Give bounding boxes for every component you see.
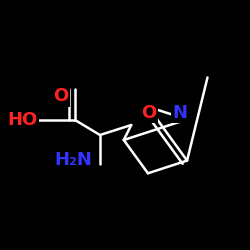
Text: H₂N: H₂N (55, 151, 93, 169)
Text: N: N (172, 104, 188, 122)
Text: O: O (141, 104, 156, 122)
Text: O: O (54, 87, 69, 105)
Text: HO: HO (8, 111, 38, 129)
